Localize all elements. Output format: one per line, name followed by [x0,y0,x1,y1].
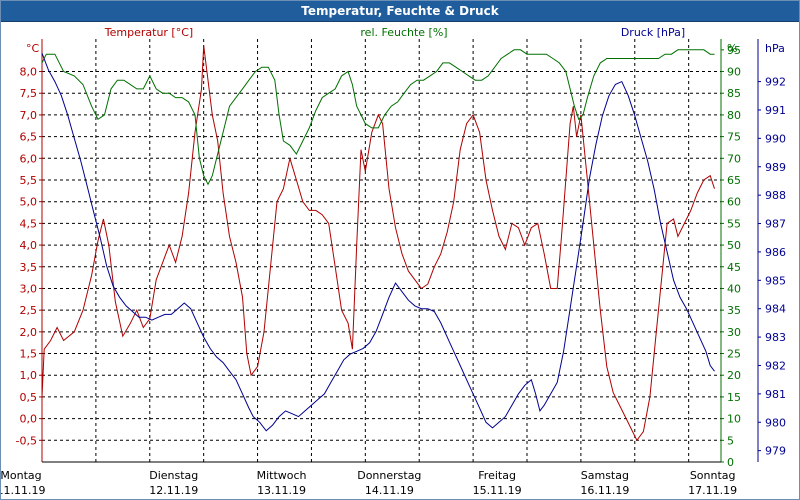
temperature-tick-label: -0,5 [16,434,37,447]
pressure-tick-label: 986 [765,246,786,259]
humidity-tick-label: 20 [727,369,741,382]
x-day-label: Mittwoch [257,469,307,482]
pressure-axis-label: Druck [hPa] [621,26,685,39]
temperature-tick-label: 1,5 [20,348,38,361]
pressure-tick-label: 992 [765,76,786,89]
pressure-tick-label: 987 [765,218,786,231]
x-day-label: Montag [1,469,42,482]
title-bar: Temperatur, Feuchte & Druck [1,1,799,22]
pressure-tick-label: 981 [765,388,786,401]
humidity-unit-label: % [727,42,737,55]
humidity-tick-label: 10 [727,413,741,426]
humidity-tick-label: 75 [727,131,741,144]
pressure-tick-label: 985 [765,274,786,287]
humidity-tick-label: 40 [727,282,741,295]
series-line-humidity [41,49,715,186]
x-date-label: 11.11.19 [1,484,45,497]
humidity-tick-label: 0 [727,456,734,469]
temperature-tick-label: 0,0 [20,413,38,426]
pressure-unit-label: hPa [765,42,785,55]
x-date-label: 12.11.19 [149,484,198,497]
temperature-tick-label: 8,0 [20,66,38,79]
humidity-tick-label: 70 [727,152,741,165]
temperature-tick-label: 2,0 [20,326,38,339]
humidity-tick-label: 15 [727,391,741,404]
temperature-tick-label: 2,5 [20,304,38,317]
humidity-tick-label: 25 [727,348,741,361]
x-day-label: Dienstag [149,469,198,482]
x-date-label: 13.11.19 [257,484,306,497]
series-line-pressure [41,53,715,432]
temperature-unit-label: °C [26,42,40,55]
pressure-tick-label: 982 [765,359,786,372]
x-date-label: 16.11.19 [580,484,629,497]
humidity-axis-label: rel. Feuchte [%] [360,26,447,39]
humidity-tick-label: 85 [727,87,741,100]
pressure-tick-label: 988 [765,189,786,202]
pressure-tick-label: 979 [765,445,786,458]
temperature-tick-label: 3,0 [20,282,38,295]
humidity-tick-label: 45 [727,261,741,274]
temperature-tick-label: 6,5 [20,131,38,144]
x-day-label: Donnerstag [357,469,421,482]
x-day-label: Samstag [581,469,629,482]
humidity-tick-label: 55 [727,217,741,230]
pressure-tick-label: 980 [765,416,786,429]
axes [39,39,761,463]
temperature-tick-label: 0,5 [20,391,38,404]
humidity-tick-label: 35 [727,304,741,317]
humidity-tick-label: 50 [727,239,741,252]
pressure-tick-label: 991 [765,104,786,117]
weather-chart: -0,5 0,0 0,5 1,0 1,5 2,0 2,5 3,0 3,5 4,0 4,5 5,0 5,5… [1,26,786,497]
temperature-tick-label: 4,0 [20,239,38,252]
x-date-label: 15.11.19 [473,484,522,497]
pressure-tick-label: 984 [765,303,786,316]
pressure-tick-label: 990 [765,132,786,145]
x-date-label: 14.11.19 [365,484,414,497]
pressure-tick-label: 983 [765,331,786,344]
series-lines [41,45,715,442]
temperature-tick-label: 5,0 [20,196,38,209]
temperature-tick-label: 3,5 [20,261,38,274]
humidity-tick-label: 5 [727,434,734,447]
humidity-tick-label: 80 [727,109,741,122]
temperature-tick-label: 1,0 [20,369,38,382]
temperature-tick-label: 7,0 [20,109,38,122]
temperature-axis-label: Temperatur [°C] [104,26,193,39]
chart-title: Temperatur, Feuchte & Druck [301,4,499,18]
humidity-tick-label: 95 [727,44,741,57]
x-day-label: Freitag [478,469,516,482]
temperature-tick-label: 4,5 [20,217,38,230]
x-day-label: Sonntag [690,469,736,482]
temperature-tick-label: 5,5 [20,174,38,187]
humidity-tick-label: 30 [727,326,741,339]
temperature-tick-label: 6,0 [20,152,38,165]
temperature-tick-label: 7,5 [20,87,38,100]
pressure-tick-label: 989 [765,161,786,174]
humidity-tick-label: 60 [727,196,741,209]
grid-lines [42,39,721,462]
axis-labels: Temperatur [°C] rel. Feuchte [%] Druck [hP… [26,26,785,55]
series-line-temperature [41,45,715,442]
tick-labels: -0,5 0,0 0,5 1,0 1,5 2,0 2,5 3,0 3,5 4,0 4,5 5,0 5,5… [1,44,786,497]
humidity-tick-label: 90 [727,66,741,79]
x-date-label: 17.11.19 [688,484,737,497]
humidity-tick-label: 65 [727,174,741,187]
